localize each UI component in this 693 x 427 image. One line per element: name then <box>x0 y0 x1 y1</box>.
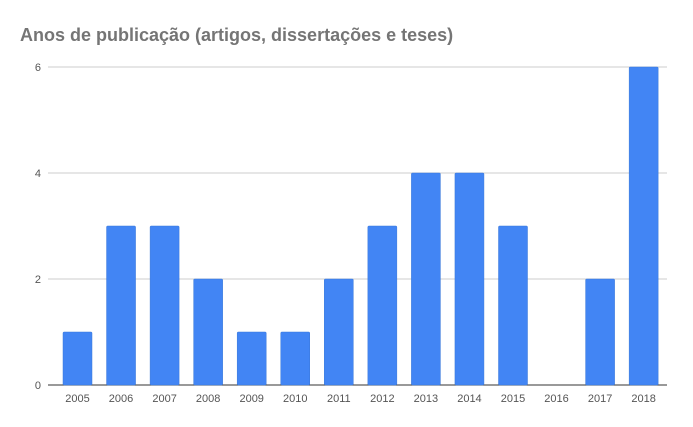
bar-2010 <box>280 331 310 386</box>
bar-2018 <box>628 66 659 386</box>
bar-2007 <box>149 225 180 386</box>
bar-2012 <box>367 225 398 386</box>
y-tick-label: 4 <box>35 168 41 180</box>
x-tick-label: 2009 <box>239 393 263 405</box>
x-tick-label: 2007 <box>152 393 176 405</box>
bar-2006 <box>106 225 136 386</box>
bar-2005 <box>62 331 93 386</box>
x-tick-label: 2013 <box>414 393 438 405</box>
bar-2009 <box>236 331 267 386</box>
chart-title: Anos de publicação (artigos, dissertaçõe… <box>20 25 453 45</box>
x-tick-label: 2008 <box>196 393 220 405</box>
x-tick-label: 2015 <box>501 393 525 405</box>
bar-2011 <box>324 278 354 386</box>
x-tick-label: 2016 <box>544 393 568 405</box>
x-tick-label: 2012 <box>370 393 394 405</box>
bar-2017 <box>585 278 615 386</box>
x-tick-label: 2010 <box>283 393 307 405</box>
bar-2013 <box>411 172 441 386</box>
x-tick-label: 2018 <box>631 393 655 405</box>
bar-2014 <box>454 172 485 386</box>
y-tick-label: 2 <box>35 274 41 286</box>
x-tick-label: 2006 <box>109 393 133 405</box>
bar-2008 <box>193 278 223 386</box>
x-tick-label: 2017 <box>588 393 612 405</box>
bar-2015 <box>498 225 528 386</box>
y-tick-label: 0 <box>35 380 41 392</box>
x-tick-label: 2005 <box>65 393 89 405</box>
y-tick-label: 6 <box>35 62 41 74</box>
x-tick-label: 2014 <box>457 393 481 405</box>
x-tick-label: 2011 <box>327 393 351 405</box>
